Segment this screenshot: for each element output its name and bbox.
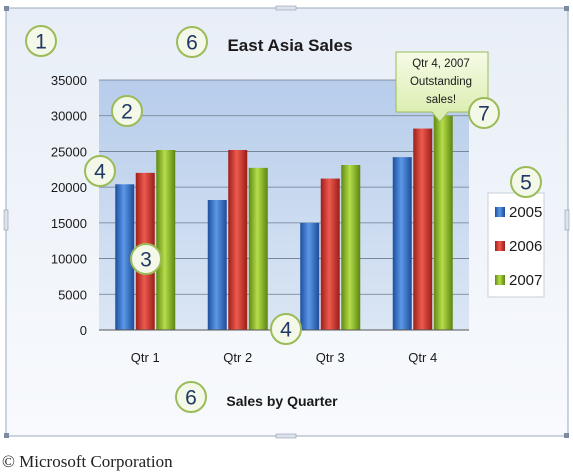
legend-label-2007: 2007 [509,272,542,289]
callout-5: 5 [510,166,542,198]
bar-2007-qtr-3[interactable] [341,165,361,330]
resize-handle-br[interactable] [564,433,569,438]
bar-2005-qtr-1[interactable] [115,184,135,330]
bar-2007-qtr-4[interactable] [433,115,453,330]
x-axis-categories: Qtr 1 Qtr 2 Qtr 3 Qtr 4 [131,350,437,365]
legend-label-2006: 2006 [509,238,542,255]
legend-swatch-2007 [495,275,505,285]
legend-swatch-2006 [495,241,505,251]
y-axis-ticks: 35000 30000 25000 20000 15000 10000 5000 0 [51,73,87,338]
bar-2007-qtr-2[interactable] [248,167,268,330]
y-tick-label: 20000 [51,180,87,195]
legend-swatch-2005 [495,207,505,217]
annotation-line-1: Qtr 4, 2007 [412,58,470,70]
bar-2006-qtr-3[interactable] [320,178,340,330]
svg-text:3: 3 [140,249,152,272]
y-tick-label: 25000 [51,144,87,159]
resize-handle-bottom[interactable] [275,433,297,439]
callout-1: 1 [25,25,57,57]
svg-text:5: 5 [520,172,532,195]
bar-2005-qtr-3[interactable] [300,222,320,330]
svg-text:4: 4 [94,161,106,184]
svg-text:6: 6 [186,32,198,55]
bar-2005-qtr-4[interactable] [392,157,412,330]
resize-handle-tl[interactable] [4,6,9,11]
resize-handle-bl[interactable] [4,433,9,438]
x-tick-label: Qtr 4 [408,350,437,365]
resize-handle-tr[interactable] [564,6,569,11]
annotation-callout[interactable]: Qtr 4, 2007 Outstanding sales! [395,51,489,123]
callout-6: 6 [176,26,208,58]
annotation-line-2: Outstanding [410,76,472,88]
bar-2006-qtr-4[interactable] [413,128,433,330]
numbered-callouts: 1 2 3 4 4 5 6 6 7 [25,25,542,413]
y-tick-label: 15000 [51,216,87,231]
y-tick-label: 35000 [51,73,87,88]
resize-handles[interactable] [3,5,570,439]
callout-7: 7 [468,97,500,129]
bar-2007-qtr-1[interactable] [156,150,176,330]
svg-text:1: 1 [35,31,47,54]
y-tick-label: 0 [80,323,87,338]
bars [115,115,453,330]
x-tick-label: Qtr 2 [223,350,252,365]
copyright-footer: © Microsoft Corporation [2,452,173,471]
callout-4: 4 [270,313,302,345]
callout-4: 4 [84,155,116,187]
callout-3: 3 [130,243,162,275]
bar-2006-qtr-2[interactable] [228,150,248,330]
legend-label-2005: 2005 [509,204,542,221]
callout-2: 2 [111,95,143,127]
annotation-bubble [395,51,489,123]
bar-2005-qtr-2[interactable] [207,200,227,330]
resize-handle-top[interactable] [275,5,297,11]
svg-text:7: 7 [478,103,490,126]
callout-6: 6 [175,381,207,413]
annotation-line-3: sales! [426,94,456,106]
y-tick-label: 10000 [51,252,87,267]
svg-text:4: 4 [280,319,292,342]
y-tick-label: 5000 [58,287,87,302]
x-axis-title[interactable]: Sales by Quarter [226,393,338,409]
resize-handle-right[interactable] [564,209,570,231]
y-tick-label: 30000 [51,109,87,124]
x-tick-label: Qtr 1 [131,350,160,365]
resize-handle-left[interactable] [3,209,9,231]
legend[interactable]: 2005 2006 2007 [487,192,545,298]
svg-text:2: 2 [121,101,133,124]
svg-text:6: 6 [185,387,197,410]
chart-title[interactable]: East Asia Sales [227,36,352,55]
x-tick-label: Qtr 3 [316,350,345,365]
